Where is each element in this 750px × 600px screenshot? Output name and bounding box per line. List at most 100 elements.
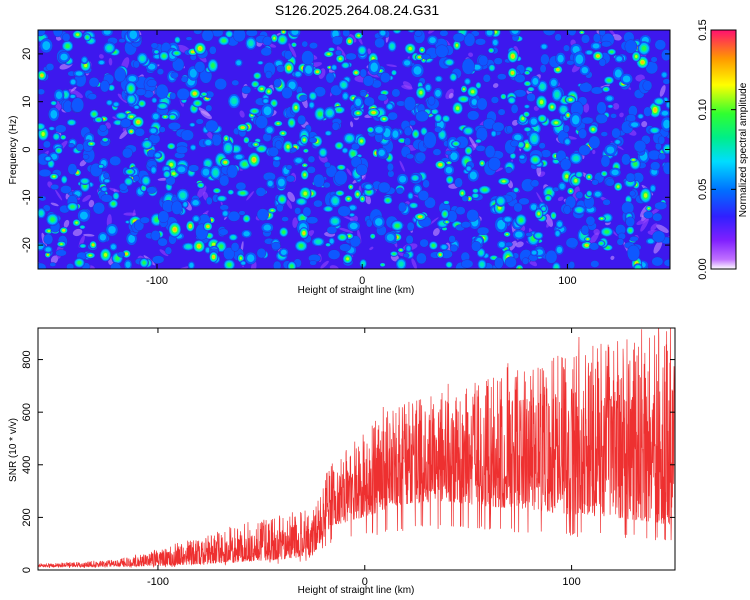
heatmap-blob-contour — [306, 216, 319, 225]
heatmap-low-streak — [109, 187, 120, 193]
heatmap-blob-contour — [567, 30, 577, 36]
heatmap-blob-contour — [561, 107, 566, 113]
heatmap-blob-contour — [242, 162, 247, 167]
heatmap-blob-contour — [498, 198, 504, 204]
heatmap-blob-contour — [456, 106, 460, 111]
heatmap-blob-contour — [403, 96, 416, 111]
heatmap-low-streak — [367, 48, 372, 55]
heatmap-blob-contour — [227, 32, 232, 36]
heatmap-blob-contour — [99, 79, 110, 93]
heatmap-blob-contour — [45, 247, 52, 252]
heatmap-blob-contour — [479, 262, 485, 267]
heatmap-blob-contour — [219, 174, 230, 187]
heatmap-blob-contour — [179, 192, 186, 199]
heatmap-blob-contour — [309, 42, 318, 50]
heatmap-blob-contour — [224, 161, 227, 164]
heatmap-blob-contour — [202, 93, 206, 96]
heatmap-blob-contour — [103, 138, 107, 141]
heatmap-blob-contour — [63, 92, 68, 98]
heatmap-blob-contour — [198, 46, 202, 51]
heatmap-blob-contour — [607, 78, 611, 82]
heatmap-blob-contour — [183, 202, 188, 207]
heatmap-blob-contour — [214, 78, 227, 91]
heatmap-blob-contour — [52, 101, 56, 105]
heatmap-x-tick-label: -100 — [146, 275, 168, 287]
heatmap-blob-contour — [454, 142, 458, 145]
heatmap-blob-contour — [254, 143, 257, 146]
heatmap-blob-contour — [274, 140, 283, 150]
heatmap-blob-contour — [654, 201, 668, 210]
snr-y-tick-label: 0 — [21, 567, 33, 573]
heatmap-blob-contour — [82, 153, 90, 160]
heatmap-blob-contour — [625, 172, 636, 183]
heatmap-blob-contour — [595, 113, 608, 124]
heatmap-blob-contour — [666, 102, 670, 108]
heatmap-blob-contour — [334, 49, 343, 56]
heatmap-low-streak — [70, 86, 77, 92]
heatmap-blob-contour — [324, 161, 331, 169]
heatmap-blob-contour — [104, 179, 110, 183]
heatmap-blob-contour — [592, 33, 601, 43]
heatmap-blob-contour — [110, 244, 116, 250]
heatmap-blob-contour — [41, 132, 45, 136]
heatmap-blob-contour — [260, 87, 264, 91]
heatmap-blob-contour — [586, 238, 589, 240]
heatmap-blob-contour — [540, 53, 550, 66]
heatmap-blob-contour — [295, 158, 303, 163]
heatmap-blob-contour — [586, 50, 593, 55]
heatmap-blob-contour — [377, 93, 388, 102]
heatmap-blob-contour — [625, 216, 635, 228]
heatmap-blob-contour — [444, 201, 448, 204]
heatmap-blob-contour — [98, 124, 108, 132]
heatmap-blob-contour — [118, 38, 126, 44]
heatmap-blob-contour — [195, 118, 204, 125]
heatmap-blob-contour — [447, 263, 451, 267]
heatmap-blob-contour — [356, 112, 360, 115]
heatmap-blob-contour — [45, 156, 51, 161]
heatmap-blob-contour — [568, 98, 572, 101]
heatmap-blob-contour — [190, 123, 195, 127]
heatmap-blob-contour — [577, 173, 581, 177]
heatmap-blob-contour — [406, 246, 411, 251]
snr-frame — [37, 327, 676, 571]
heatmap-blob-contour — [67, 163, 78, 175]
heatmap-blob-contour — [392, 130, 399, 138]
heatmap-blob-contour — [212, 169, 219, 176]
heatmap-blob-contour — [378, 149, 385, 156]
heatmap-blob-contour — [465, 79, 470, 84]
heatmap-blob-contour — [484, 145, 496, 159]
heatmap-blob-contour — [434, 126, 442, 133]
heatmap-low-streak — [641, 121, 648, 128]
heatmap-blob-contour — [303, 173, 306, 177]
heatmap-blob-contour — [590, 260, 600, 268]
heatmap-blob-contour — [189, 68, 197, 78]
heatmap-blob-contour — [286, 144, 290, 149]
heatmap-blob-contour — [398, 261, 404, 267]
heatmap-blob-contour — [367, 190, 372, 194]
heatmap-blob-contour — [460, 30, 465, 35]
heatmap-blob-contour — [492, 39, 498, 46]
heatmap-blob-contour — [531, 250, 537, 255]
heatmap-low-streak — [197, 185, 207, 198]
heatmap-blob-contour — [511, 71, 514, 75]
heatmap-blob-contour — [511, 30, 519, 34]
heatmap-blob-contour — [349, 186, 352, 188]
heatmap-blob-contour — [185, 36, 193, 41]
heatmap-blob-contour — [486, 30, 493, 36]
heatmap-blob-contour — [236, 60, 242, 66]
heatmap-blob-contour — [170, 71, 179, 79]
heatmap-y-tick-label: -10 — [21, 189, 33, 205]
heatmap-blob-contour — [115, 121, 121, 124]
heatmap-low-streak — [399, 160, 405, 172]
heatmap-blob-contour — [122, 147, 133, 159]
heatmap-blob-contour — [462, 88, 465, 91]
heatmap-blob-contour — [539, 100, 544, 105]
heatmap-blob-contour — [392, 252, 396, 255]
heatmap-blob-contour — [118, 114, 125, 118]
heatmap-blob-contour — [554, 159, 558, 163]
heatmap-blob-contour — [600, 155, 611, 168]
heatmap-blob-contour — [139, 55, 145, 62]
heatmap-blob-contour — [632, 159, 635, 161]
heatmap-blob-contour — [50, 110, 58, 119]
